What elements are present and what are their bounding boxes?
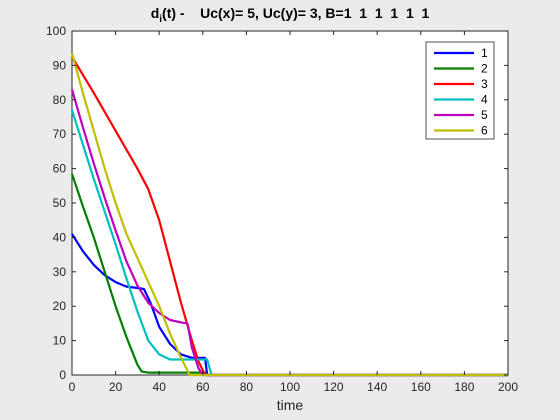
y-tick-label: 100 [46,24,66,38]
chart-title: di(t) - Uc(x)= 5, Uc(y)= 3, B=1 1 1 1 1 … [151,5,430,25]
x-tick-label: 120 [324,380,344,394]
x-axis-label: time [277,397,304,413]
series-line-3 [71,56,508,377]
y-tick-label: 80 [53,93,67,107]
legend: 1 23 45 6 [425,41,495,140]
legend-label-5: 5 [481,108,488,122]
x-tick-label: 40 [153,380,167,394]
legend-box [425,41,495,140]
series-line-5 [70,89,508,377]
x-tick-label: 140 [367,380,387,394]
y-tick-label: 90 [53,58,67,72]
series-line-4 [70,109,508,377]
y-tick-label: 50 [53,196,67,210]
series-line-1 [71,233,508,377]
y-axis-ticks: 0 10 20 30 40 50 60 70 80 90 100 [46,24,508,382]
legend-label-3: 3 [481,77,488,91]
x-tick-label: 100 [280,380,300,394]
x-tick-label: 60 [196,380,210,394]
y-tick-label: 40 [53,230,67,244]
legend-label-4: 4 [481,93,488,107]
x-tick-label: 80 [240,380,254,394]
x-tick-label: 200 [498,380,518,394]
legend-label-2: 2 [481,62,488,76]
y-tick-label: 70 [53,127,67,141]
legend-label-6: 6 [481,124,488,138]
title-main: d [151,5,160,21]
x-tick-label: 180 [454,380,474,394]
legend-label-1: 1 [481,46,488,60]
y-tick-label: 10 [53,334,67,348]
title-rest: (t) - Uc(x)= 5, Uc(y)= 3, B=1 1 1 1 1 1 [162,5,429,21]
y-tick-label: 60 [53,162,67,176]
y-tick-label: 0 [59,368,66,382]
y-tick-label: 30 [53,265,67,279]
x-tick-label: 20 [109,380,123,394]
title-subscript: i [159,14,162,25]
x-tick-label: 160 [411,380,431,394]
x-axis-ticks: 0 20 40 60 80 100 120 140 160 180 200 [69,31,518,394]
y-tick-label: 20 [53,299,67,313]
series-line-6 [70,53,508,377]
series-layer [70,53,508,377]
x-tick-label: 0 [69,380,76,394]
